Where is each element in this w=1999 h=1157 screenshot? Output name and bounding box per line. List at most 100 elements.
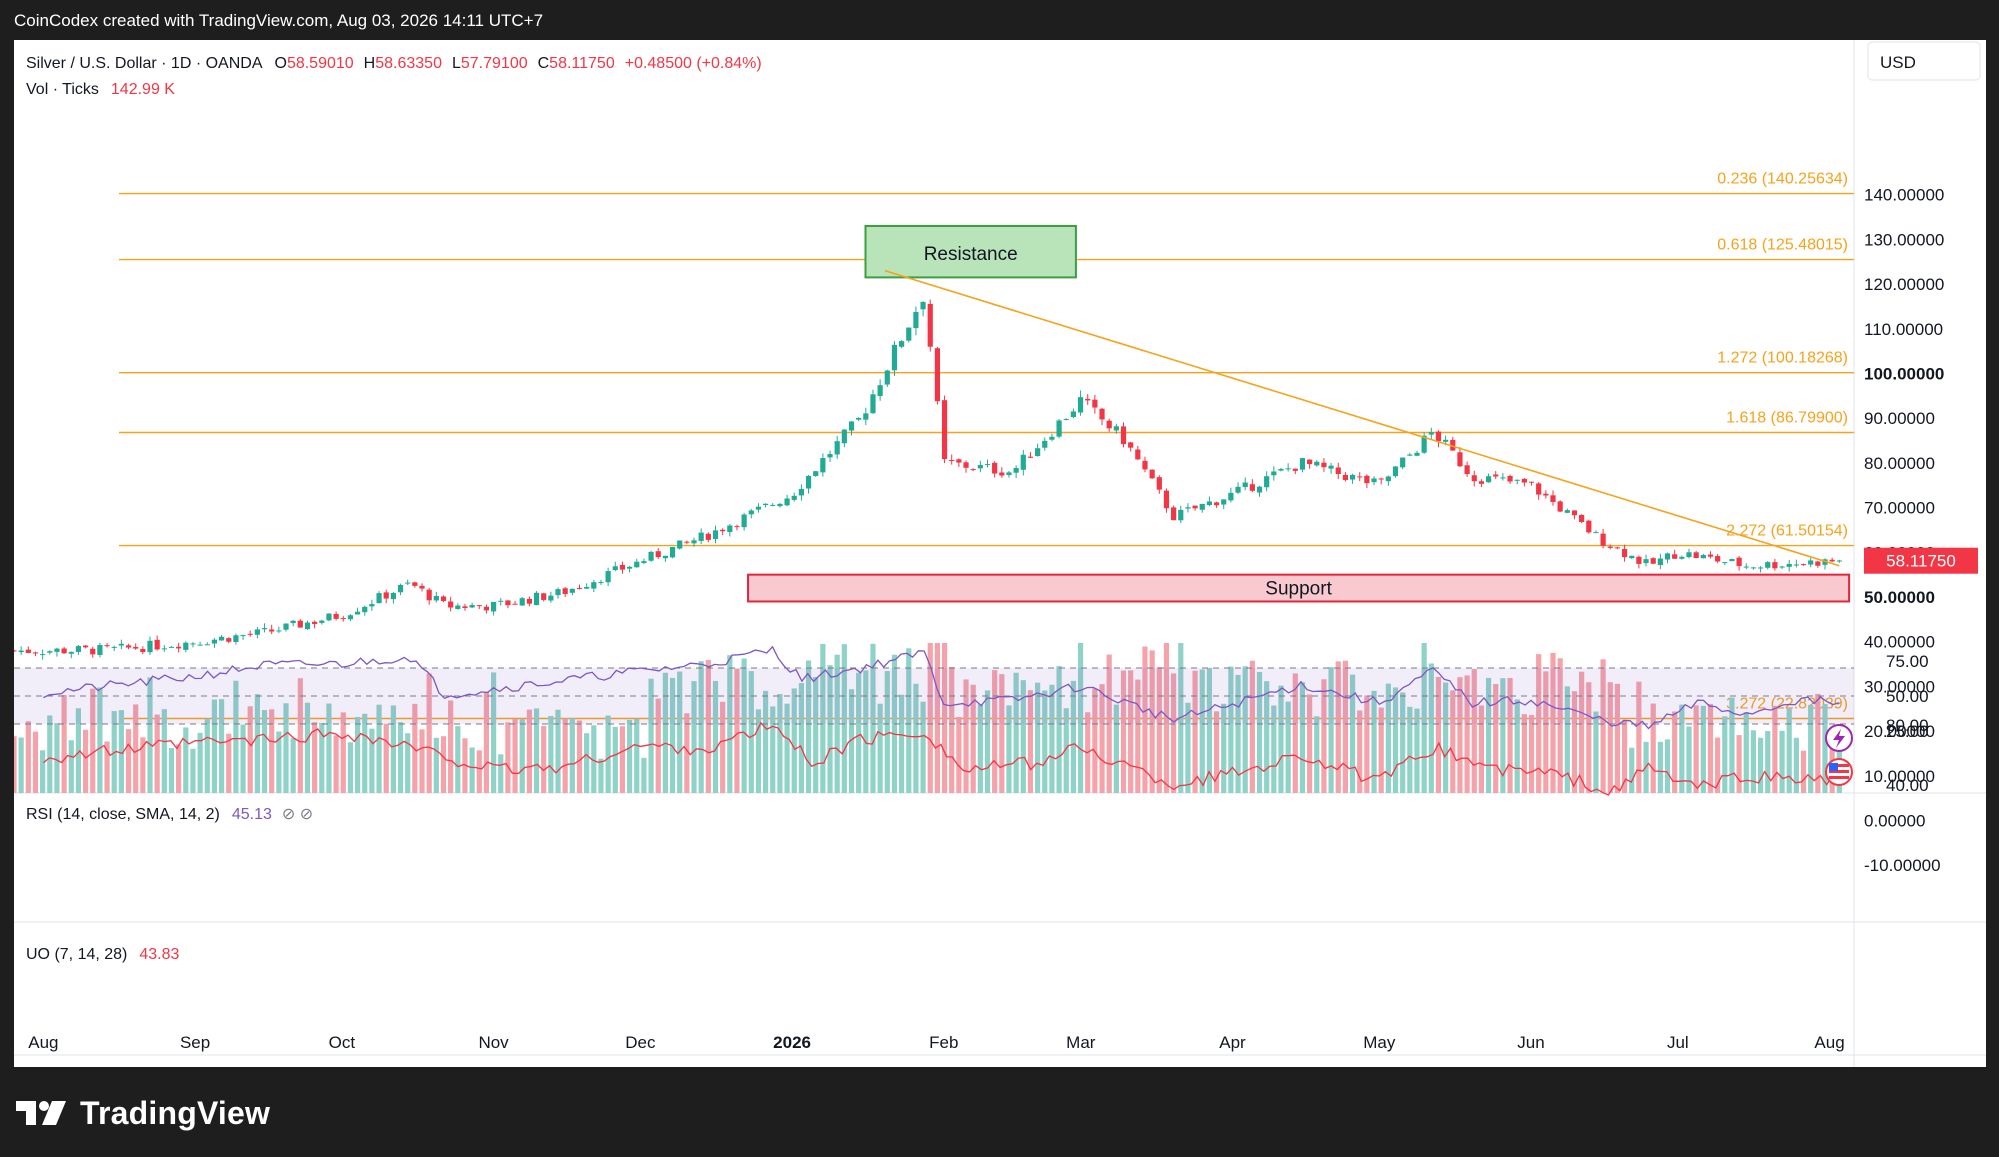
legend-vol-label: Vol · Ticks [26, 81, 99, 98]
volume-bar [319, 722, 325, 793]
resistance-zone[interactable]: Resistance [864, 224, 1077, 279]
time-tick-label: Oct [329, 1033, 356, 1052]
candle [784, 494, 790, 507]
volume-bar [354, 716, 361, 793]
volume-bar [777, 694, 783, 793]
support-zone[interactable]: Support [747, 573, 1851, 603]
time-tick-label: Aug [28, 1033, 58, 1052]
price-tick-label: 120.00000 [1864, 275, 1944, 294]
price-tick-label: 140.00000 [1864, 186, 1944, 205]
volume-bar [1500, 678, 1506, 793]
candle [190, 642, 196, 648]
volume-bar [1600, 659, 1606, 793]
us-flag-icon[interactable] [1825, 758, 1853, 786]
uo-tick-label: 80.00 [1886, 716, 1929, 735]
volume-bar [533, 708, 540, 793]
candle [1035, 443, 1041, 457]
candle [1557, 500, 1563, 513]
volume-bar [870, 643, 876, 793]
volume-bar [684, 713, 690, 793]
candle [1593, 530, 1599, 534]
volume-bar [634, 718, 640, 793]
volume-bar [1400, 692, 1406, 793]
volume-bar [1292, 673, 1298, 793]
candle [634, 558, 640, 568]
candle [1349, 473, 1356, 484]
tradingview-logo[interactable]: TradingView [14, 1093, 270, 1133]
candle [61, 646, 67, 654]
candle [763, 503, 769, 508]
volume-bar [1135, 679, 1141, 793]
candle [669, 546, 676, 559]
candle [54, 647, 60, 657]
candle [1271, 466, 1277, 481]
candle [326, 613, 332, 622]
price-tick-label: 70.00000 [1864, 499, 1935, 518]
candle [1672, 549, 1678, 559]
volume-bar [247, 706, 253, 793]
volume-bar [455, 726, 461, 793]
candle [462, 603, 468, 611]
candle [354, 607, 361, 615]
candle [211, 638, 218, 649]
volume-bar [1156, 667, 1162, 793]
candle [834, 435, 840, 459]
candle [18, 646, 24, 655]
price-axis: 140.00000 130.00000 120.00000 110.00000 100.… [1864, 186, 1944, 876]
candle [183, 641, 189, 653]
uo-value: 43.83 [139, 946, 179, 963]
candle [261, 623, 268, 633]
currency-button[interactable]: USD [1867, 41, 1981, 81]
candle [455, 603, 461, 610]
candle [240, 634, 246, 640]
candle [863, 407, 869, 426]
volume-bar [820, 643, 826, 793]
volume-bar [1793, 737, 1799, 793]
descending-trendline[interactable] [884, 269, 1840, 567]
candle [734, 524, 740, 531]
volume-bar [1779, 730, 1785, 793]
volume-bar [1163, 643, 1170, 793]
volume-bar [927, 643, 933, 793]
currency-label[interactable]: USD [1880, 53, 1916, 72]
candle [770, 503, 776, 507]
volume-bar [405, 733, 411, 793]
candle [1128, 441, 1134, 452]
volume-bar [526, 709, 532, 793]
volume-bar [899, 694, 905, 793]
volume-bar [863, 670, 869, 793]
volume-bar [1707, 703, 1714, 793]
chart-canvas[interactable]: 0.236 (140.25634) 0.618 (125.48015) 1.272 … [11, 40, 1986, 1067]
candle [1693, 550, 1699, 559]
chart-frame[interactable]: 0.236 (140.25634) 0.618 (125.48015) 1.272 … [11, 40, 1986, 1067]
candle [820, 453, 826, 477]
candle [920, 301, 926, 317]
candle [1149, 469, 1155, 479]
volume-bar [1722, 716, 1728, 793]
candle [848, 421, 855, 436]
rsi-value: 45.13 [232, 806, 272, 823]
lightning-icon[interactable] [1825, 724, 1853, 752]
candle [1006, 470, 1012, 478]
candle [1342, 472, 1349, 482]
candle [1621, 544, 1628, 562]
volume-bar [677, 671, 683, 793]
candle [1113, 423, 1119, 434]
volume-bar [125, 729, 132, 793]
volume-bar [469, 747, 475, 793]
rsi-label: RSI (14, close, SMA, 14, 2) [26, 806, 220, 823]
uo-legend: UO (7, 14, 28) 43.83 [26, 946, 180, 963]
candle [1679, 555, 1685, 560]
time-tick-label: Sep [180, 1033, 210, 1052]
volume-bar [1142, 646, 1148, 793]
price-tick-label: 90.00000 [1864, 409, 1935, 428]
volume-bar [1772, 705, 1778, 793]
candle [226, 637, 232, 644]
candle [1457, 447, 1463, 468]
volume-bar [1264, 681, 1270, 793]
legend-change: +0.48500 (+0.84%) [625, 55, 762, 72]
volume-bar [576, 720, 583, 793]
volume-bar [1428, 663, 1434, 793]
volume-bar [1650, 703, 1656, 793]
volume-bar [226, 733, 232, 793]
